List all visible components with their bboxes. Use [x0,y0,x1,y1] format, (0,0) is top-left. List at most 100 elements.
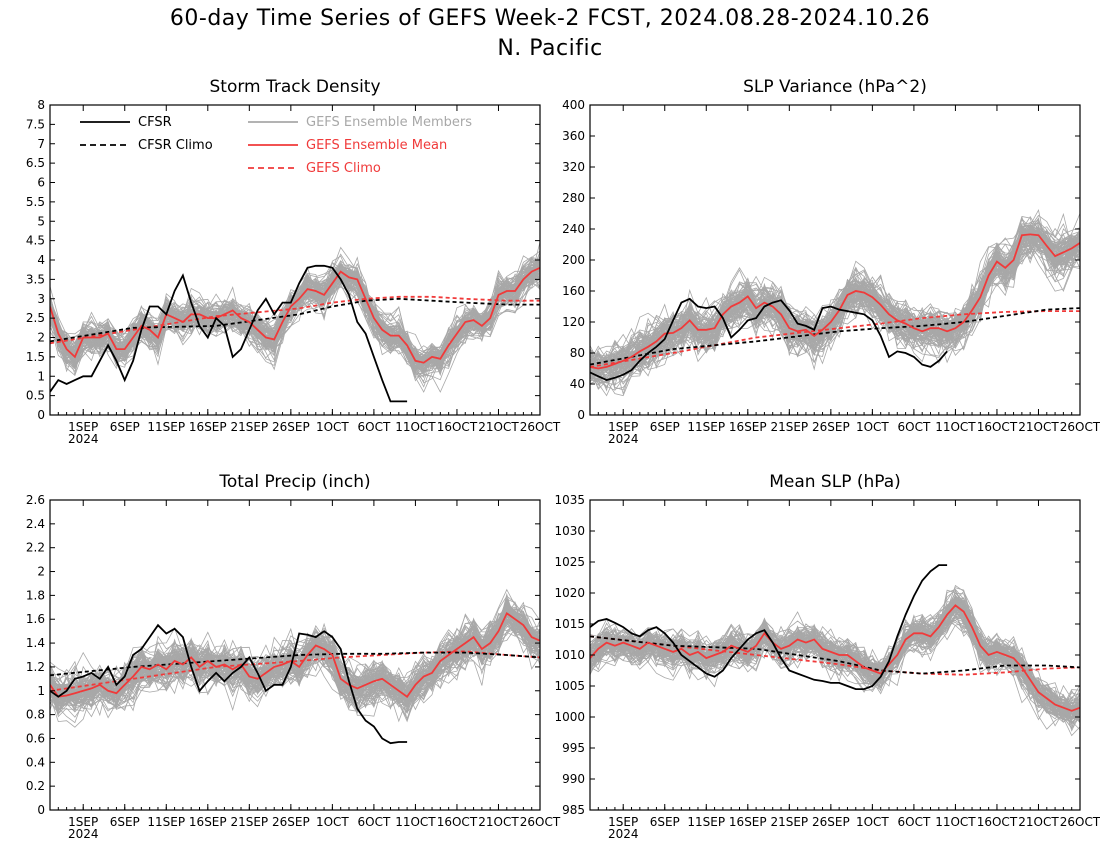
y-tick-label: 1020 [554,586,585,600]
y-tick-label: 2 [37,565,45,579]
y-tick-label: 1015 [554,617,585,631]
y-tick-label: 4 [37,253,45,267]
member-line [590,247,1080,374]
x-tick-label: 6SEP [650,815,680,829]
series-cfsr [50,264,408,403]
y-tick-label: 1 [37,369,45,383]
member-line [50,614,540,722]
series-ensemble-mean [50,611,540,698]
x-tick-label: 26OCT [1060,420,1100,434]
plot-frame [49,499,541,811]
legend-label-cfsr: CFSR [138,115,172,130]
x-tick-label: 11SEP [147,420,185,434]
x-tick-label: 16SEP [729,420,767,434]
x-tick-label: 21SEP [230,815,268,829]
member-line [50,256,540,378]
y-tick-label: 0.2 [26,779,45,793]
ensemble-members [590,584,1080,737]
legend-label-cfsr-climo: CFSR Climo [138,138,213,153]
y-tick-label: 200 [562,253,585,267]
panel-title: Storm Track Density [209,77,380,97]
member-line [590,614,1080,714]
member-line [50,611,540,723]
member-line [590,225,1080,377]
y-tick-label: 1.2 [26,660,45,674]
y-tick-label: 240 [562,222,585,236]
member-line [590,227,1080,373]
x-tick-label: 16OCT [977,420,1018,434]
y-tick-label: 3 [37,292,45,306]
plot-frame [49,104,541,416]
x-tick-year: 2024 [608,827,639,841]
panel-title: Total Precip (inch) [218,472,370,492]
y-tick-label: 2.5 [26,311,45,325]
y-tick-label: 8 [37,98,45,112]
y-tick-label: 7 [37,137,45,151]
member-line [50,265,540,366]
x-tick-label: 6OCT [357,815,390,829]
member-line [590,224,1080,382]
y-tick-label: 1030 [554,524,585,538]
x-tick-label: 1OCT [856,815,889,829]
member-line [590,227,1080,380]
x-tick-label: 6OCT [897,815,930,829]
y-tick-label: 2.6 [26,493,45,507]
y-tick-label: 1025 [554,555,585,569]
x-tick-label: 21OCT [478,815,519,829]
x-tick-label: 21OCT [1018,815,1059,829]
ensemble-members [50,588,540,728]
y-tick-label: 0.4 [26,755,45,769]
legend-label-gefs-climo: GEFS Climo [306,161,381,176]
member-line [50,613,540,718]
x-tick-label: 6OCT [357,420,390,434]
y-tick-label: 2.2 [26,541,45,555]
y-tick-label: 7.5 [26,117,45,131]
y-tick-label: 6 [37,176,45,190]
x-tick-label: 1SEP [68,815,98,829]
y-tick-label: 0.8 [26,708,45,722]
y-tick-label: 1.4 [26,636,45,650]
x-tick-label: 26SEP [272,815,310,829]
x-tick-label: 6OCT [897,420,930,434]
y-tick-label: 2.4 [26,517,45,531]
x-tick-label: 1SEP [608,815,638,829]
x-tick-label: 16SEP [189,420,227,434]
x-tick-label: 11OCT [395,815,436,829]
y-tick-label: 5 [37,214,45,228]
x-tick-label: 21OCT [1018,420,1059,434]
figure-title-line2: N. Pacific [497,36,603,61]
y-tick-label: 0 [37,408,45,422]
x-tick-label: 6SEP [650,420,680,434]
x-tick-label: 1SEP [608,420,638,434]
series-cfsr [50,623,408,745]
y-tick-label: 1000 [554,710,585,724]
x-tick-label: 11SEP [147,815,185,829]
y-tick-label: 280 [562,191,585,205]
member-line [590,599,1080,720]
y-tick-label: 80 [570,346,585,360]
y-tick-label: 360 [562,129,585,143]
member-line [590,224,1080,388]
y-tick-label: 40 [570,377,585,391]
x-tick-label: 11SEP [687,420,725,434]
x-tick-label: 11SEP [687,815,725,829]
x-tick-label: 26SEP [272,420,310,434]
y-tick-label: 990 [562,772,585,786]
series-cfsr [590,297,948,382]
chart-panel-4: Mean SLP (hPa) 985 990 995 1000 1005 1010 1015 1… [554,472,1100,841]
member-line [50,606,540,712]
x-tick-year: 2024 [608,432,639,446]
legend-label-members: GEFS Ensemble Members [306,115,472,130]
y-tick-label: 0 [577,408,585,422]
x-tick-label: 11OCT [935,815,976,829]
x-tick-label: 26OCT [520,420,561,434]
y-tick-label: 320 [562,160,585,174]
member-line [50,261,540,367]
y-tick-label: 5.5 [26,195,45,209]
y-tick-label: 1.8 [26,588,45,602]
x-tick-label: 21SEP [770,420,808,434]
series-ensemble-mean [50,266,540,364]
chart-panel-1: Storm Track Density 0 0.5 1 1.5 2 2.5 3 3.5 4 4.5 5… [26,77,561,446]
x-tick-label: 6SEP [110,420,140,434]
